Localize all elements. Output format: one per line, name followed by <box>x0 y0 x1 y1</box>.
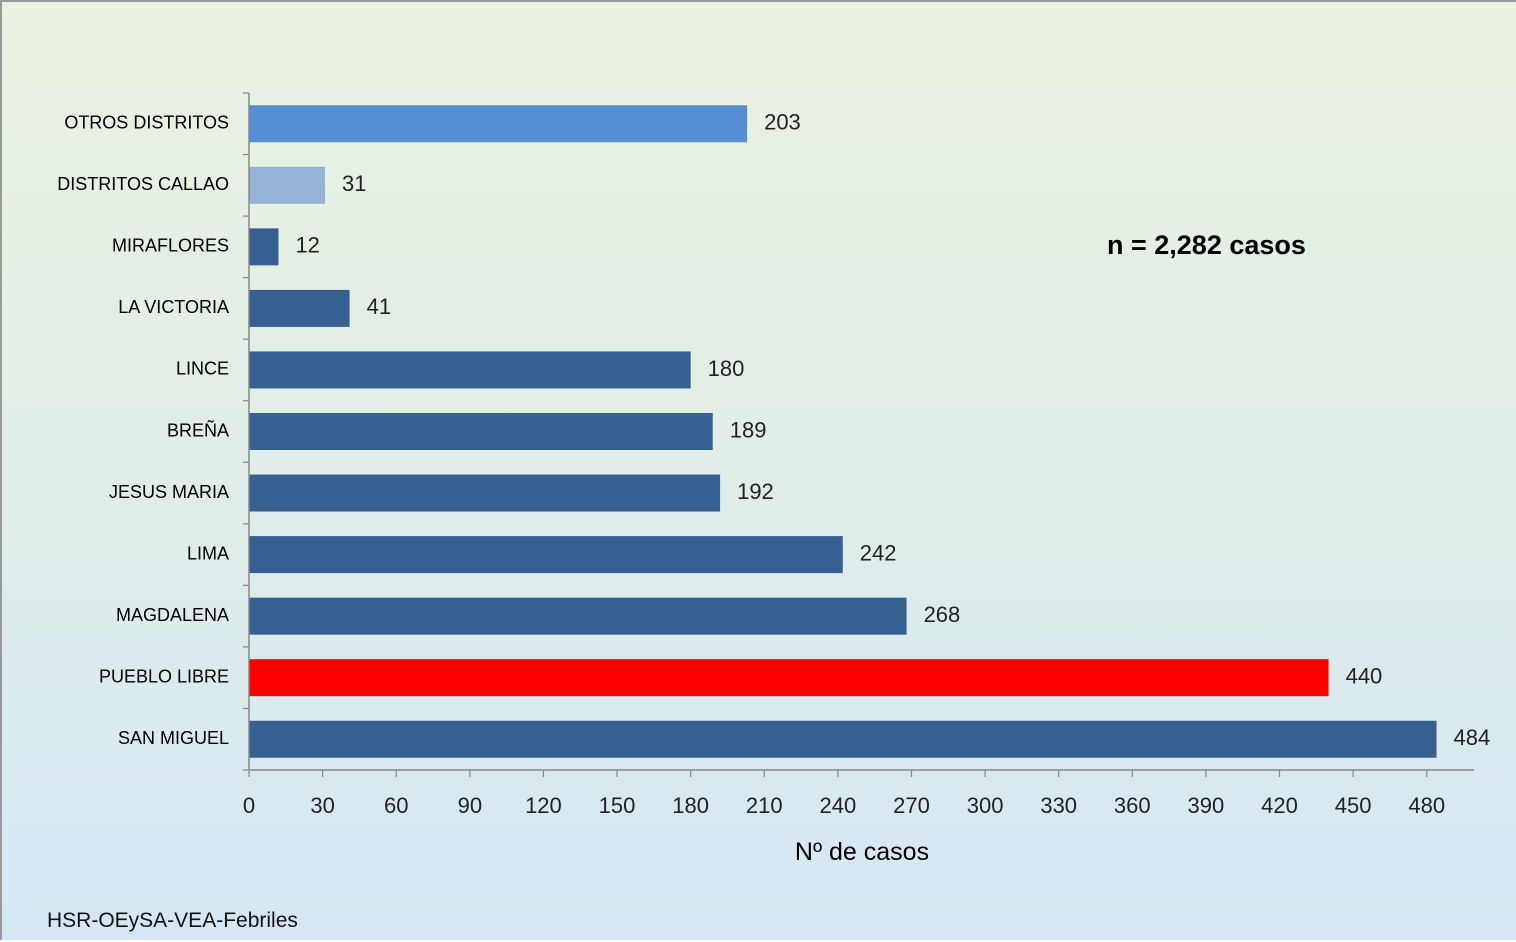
x-tick-label: 300 <box>967 793 1004 818</box>
axes-layer: OTROS DISTRITOS DISTRITOS CALLAO MIRAFLORE… <box>57 92 1474 818</box>
category-label: BREÑA <box>167 419 229 440</box>
category-label: LIMA <box>187 543 229 563</box>
bar <box>249 105 748 143</box>
x-tick-label: 30 <box>310 793 334 818</box>
data-label: 189 <box>730 417 767 442</box>
category-label: SAN MIGUEL <box>118 728 229 748</box>
data-label: 484 <box>1454 725 1491 750</box>
bar <box>249 351 691 389</box>
x-tick-label: 180 <box>672 793 709 818</box>
bar <box>249 474 721 512</box>
x-tick-label: 450 <box>1335 793 1372 818</box>
data-label: 12 <box>295 233 319 258</box>
data-label: 203 <box>764 110 801 135</box>
bar <box>249 228 279 266</box>
category-label: JESUS MARIA <box>109 482 229 502</box>
bar <box>249 720 1437 758</box>
category-label: DISTRITOS CALLAO <box>57 174 229 194</box>
x-axis-title: Nº de casos <box>795 838 929 866</box>
bar <box>249 289 350 327</box>
x-tick-label: 390 <box>1188 793 1225 818</box>
bar <box>249 597 907 635</box>
category-label: LA VICTORIA <box>118 297 229 317</box>
x-tick-label: 120 <box>525 793 562 818</box>
category-label: MIRAFLORES <box>112 236 229 256</box>
x-tick-label: 210 <box>746 793 783 818</box>
x-tick-label: 270 <box>893 793 930 818</box>
category-label: OTROS DISTRITOS <box>64 113 229 133</box>
category-label: MAGDALENA <box>116 605 229 625</box>
bar <box>249 536 843 574</box>
bar <box>249 413 713 450</box>
x-tick-label: 150 <box>599 793 636 818</box>
x-tick-label: 60 <box>384 793 408 818</box>
x-tick-label: 90 <box>458 793 482 818</box>
data-label: 268 <box>924 602 961 627</box>
x-tick-label: 360 <box>1114 793 1151 818</box>
x-tick-label: 330 <box>1040 793 1077 818</box>
bar <box>249 166 326 204</box>
source-note: HSR-OEySA-VEA-Febriles <box>47 909 298 932</box>
category-label: PUEBLO LIBRE <box>99 666 229 686</box>
x-tick-label: 0 <box>243 793 255 818</box>
bars-layer: 203 31 12 41 180 189 192 242 268 440 484 <box>249 105 1491 758</box>
x-tick-label: 480 <box>1408 793 1445 818</box>
category-label: LINCE <box>176 359 229 379</box>
x-tick-label: 240 <box>820 793 857 818</box>
x-tick-label: 420 <box>1261 793 1298 818</box>
data-label: 192 <box>737 479 774 504</box>
data-label: 242 <box>860 540 897 565</box>
data-label: 440 <box>1346 663 1383 688</box>
bar <box>249 659 1329 697</box>
data-label: 41 <box>367 294 391 319</box>
data-label: 31 <box>342 171 366 196</box>
sample-size-annotation: n = 2,282 casos <box>1107 230 1306 260</box>
data-label: 180 <box>708 356 745 381</box>
